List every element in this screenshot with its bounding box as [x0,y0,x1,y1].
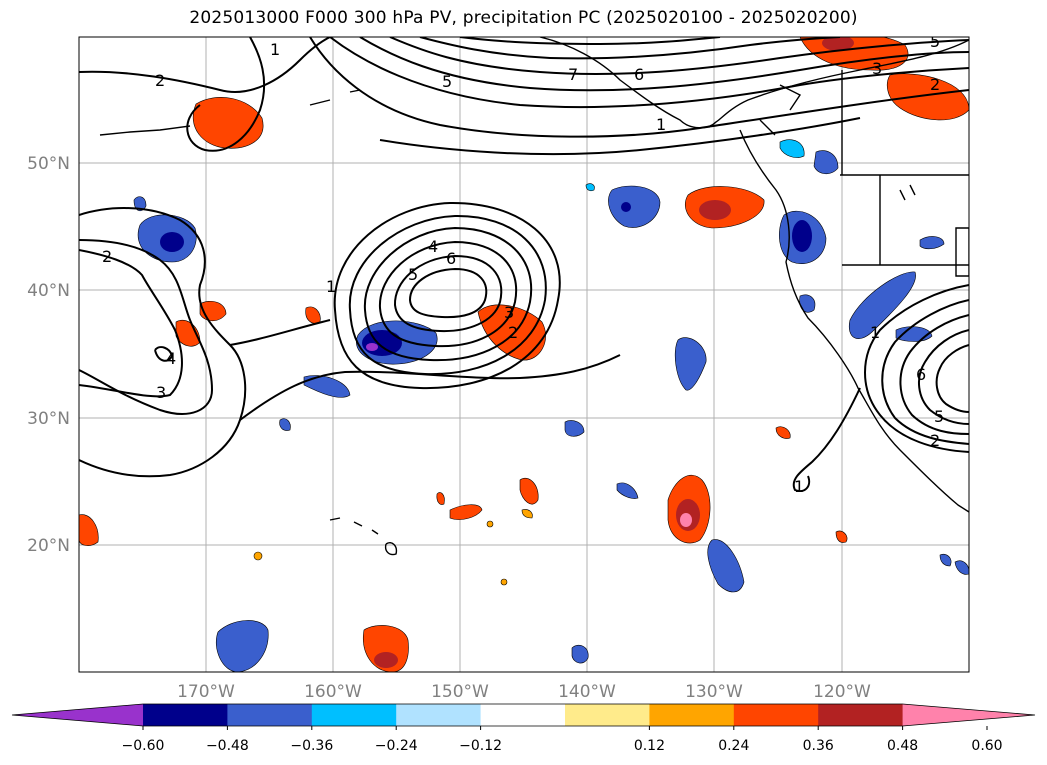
contour-label: 7 [568,65,578,84]
contour-label: 2 [930,75,940,94]
colorbar-tick-label: 0.36 [803,738,834,754]
colorbar-segment [311,704,397,726]
pv-contours [79,37,969,492]
contour-label: 1 [870,323,880,342]
lon-label: 170°W [177,682,235,702]
colorbar-tick-label: −0.36 [290,738,333,754]
colorbar-tick-label: 0.48 [887,738,918,754]
colorbar-segment [480,704,566,726]
colorbar-segment [396,704,482,726]
map-title: 2025013000 F000 300 hPa PV, precipitatio… [189,8,858,28]
contour-labels: 1 2 5 7 6 1 3 2 5 2 4 5 6 1 3 2 4 3 1 6 … [102,32,944,496]
lon-label: 130°W [685,682,743,702]
colorbar-tick-label: 0.60 [971,738,1002,754]
latitude-labels: 50°N 40°N 30°N 20°N [27,154,70,556]
contour-label: 1 [270,40,280,59]
map-area: 1 2 5 7 6 1 3 2 5 2 4 5 6 1 3 2 4 3 1 6 … [79,32,969,672]
colorbar: −0.60 −0.48 −0.36 −0.24 −0.12 0.12 0.24 0.36 0.4… [11,703,1036,754]
contour-label: 1 [794,477,804,496]
contour-label: 5 [442,72,452,91]
colorbar-segment [818,704,904,726]
map-frame [78,36,970,673]
contour-label: 2 [102,247,112,266]
lon-label: 120°W [813,682,871,702]
contour-label: 1 [326,277,336,296]
contour-label: 6 [446,249,456,268]
colorbar-extend-min [12,704,143,726]
colorbar-segment [565,704,650,726]
lat-label: 50°N [27,154,70,174]
contour-label: 2 [930,431,940,450]
contour-label: 3 [504,303,514,322]
colorbar-segment [649,704,735,726]
lat-label: 30°N [27,409,70,429]
contour-label: 4 [166,349,176,368]
lon-label: 140°W [558,682,616,702]
colorbar-tick-label: 0.24 [718,738,749,754]
colorbar-tick-label: −0.12 [459,738,502,754]
contour-label: 1 [656,115,666,134]
contour-label: 6 [634,65,644,84]
contour-label: 6 [916,365,926,384]
colorbar-segment [733,704,819,726]
contour-label: 3 [156,383,166,402]
contour-label: 4 [428,237,438,256]
contour-label: 3 [872,59,882,78]
colorbar-tick-label: −0.24 [375,738,418,754]
coastlines [99,37,969,556]
lon-label: 150°W [431,682,489,702]
contour-label: 5 [408,265,418,284]
colorbar-tick-label: −0.48 [206,738,249,754]
colorbar-tick-label: −0.60 [122,738,165,754]
colorbar-segment [143,704,228,726]
precip-positive [79,37,969,672]
lat-label: 40°N [27,281,70,301]
contour-label: 5 [930,32,940,51]
colorbar-tick-label: 0.12 [634,738,665,754]
lat-label: 20°N [27,536,70,556]
contour-label: 2 [508,323,518,342]
longitude-labels: 170°W 160°W 150°W 140°W 130°W 120°W [177,682,871,702]
contour-label: 5 [934,407,944,426]
colorbar-segment [227,704,313,726]
colorbar-extend-max [902,704,1035,726]
contour-label: 2 [155,71,165,90]
lon-label: 160°W [304,682,362,702]
